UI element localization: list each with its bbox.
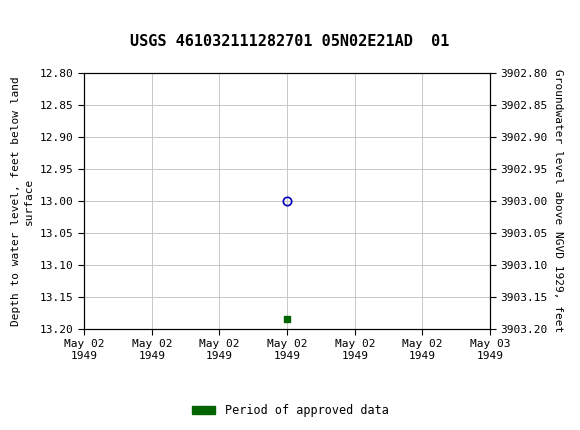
Y-axis label: Groundwater level above NGVD 1929, feet: Groundwater level above NGVD 1929, feet — [553, 69, 563, 333]
Text: ▒▒USGS: ▒▒USGS — [14, 7, 80, 28]
Text: USGS 461032111282701 05N02E21AD  01: USGS 461032111282701 05N02E21AD 01 — [130, 34, 450, 49]
Y-axis label: Depth to water level, feet below land
surface: Depth to water level, feet below land su… — [11, 76, 34, 326]
Legend: Period of approved data: Period of approved data — [187, 399, 393, 422]
